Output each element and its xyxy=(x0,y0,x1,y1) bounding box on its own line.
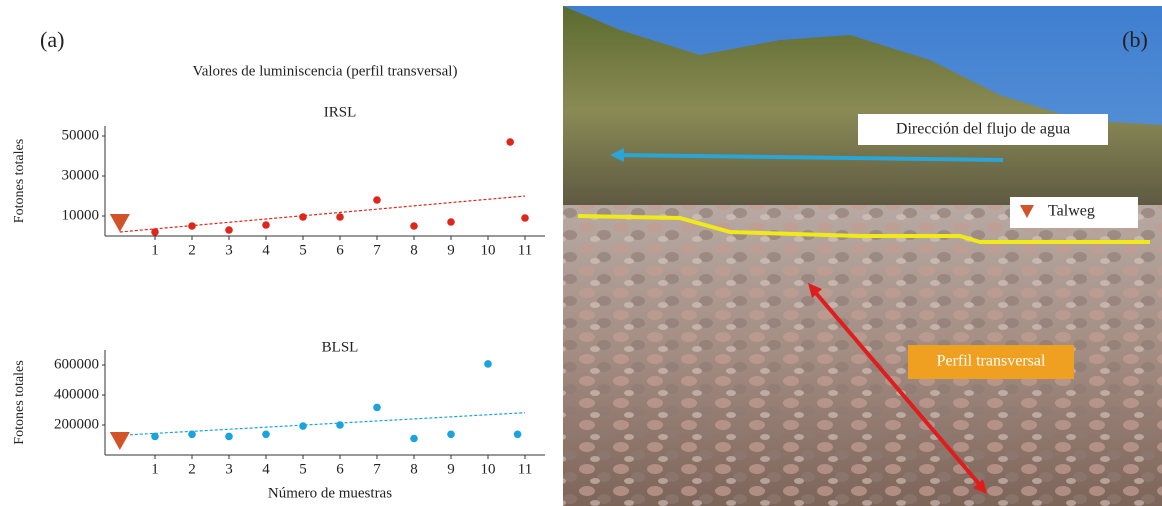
point xyxy=(299,422,307,430)
x-tick-label: 11 xyxy=(518,242,532,258)
x-tick-label: 6 xyxy=(336,461,344,477)
point xyxy=(336,421,344,429)
profile-label: Perfil transversal xyxy=(937,353,1046,370)
point xyxy=(521,214,529,222)
y-tick-label: 10000 xyxy=(62,207,100,223)
point xyxy=(262,221,270,229)
trendline xyxy=(120,196,525,232)
talweg-marker xyxy=(110,432,130,450)
x-tick-label: 5 xyxy=(299,461,307,477)
x-tick-label: 11 xyxy=(518,461,532,477)
x-tick-label: 7 xyxy=(373,461,381,477)
talweg-label: Talweg xyxy=(1048,203,1095,220)
x-tick-label: 1 xyxy=(151,461,159,477)
x-tick-label: 9 xyxy=(447,242,455,258)
point xyxy=(188,431,196,439)
point xyxy=(373,404,381,412)
point xyxy=(506,138,514,146)
point xyxy=(373,196,381,204)
y-axis-label: Fotones totales xyxy=(12,139,27,223)
point xyxy=(299,213,307,221)
photo: Dirección del flujo de agua Talweg Perfi… xyxy=(563,6,1162,506)
talweg-marker xyxy=(110,214,130,232)
point xyxy=(484,360,492,368)
x-tick-label: 2 xyxy=(188,242,196,258)
x-tick-label: 1 xyxy=(151,242,159,258)
panel-label: (b) xyxy=(1122,27,1148,52)
x-tick-label: 4 xyxy=(262,461,270,477)
y-tick-label: 50000 xyxy=(62,127,100,143)
point xyxy=(225,433,233,441)
figure: (a) Valores de luminiscencia (perfil tra… xyxy=(0,0,1162,506)
y-tick-label: 200000 xyxy=(54,416,99,432)
x-tick-label: 3 xyxy=(225,242,233,258)
point xyxy=(262,431,270,439)
x-tick-label: 8 xyxy=(410,461,418,477)
x-axis-label: Número de muestras xyxy=(268,485,392,501)
chart-title: BLSL xyxy=(322,339,359,355)
figure-title: Valores de luminiscencia (perfil transve… xyxy=(193,63,458,79)
point xyxy=(336,213,344,221)
x-tick-label: 10 xyxy=(481,461,496,477)
x-tick-label: 7 xyxy=(373,242,381,258)
point xyxy=(151,228,159,236)
x-tick-label: 3 xyxy=(225,461,233,477)
x-tick-label: 10 xyxy=(481,242,496,258)
x-tick-label: 8 xyxy=(410,242,418,258)
point xyxy=(447,218,455,226)
point xyxy=(410,222,418,230)
x-tick-label: 9 xyxy=(447,461,455,477)
point xyxy=(225,226,233,234)
point xyxy=(188,222,196,230)
y-tick-label: 600000 xyxy=(54,356,99,372)
y-axis-label: Fotones totales xyxy=(12,360,27,444)
x-tick-label: 6 xyxy=(336,242,344,258)
point xyxy=(151,433,159,441)
point xyxy=(514,431,522,439)
chart-title: IRSL xyxy=(324,104,357,120)
x-tick-label: 5 xyxy=(299,242,307,258)
point xyxy=(410,435,418,443)
x-tick-label: 4 xyxy=(262,242,270,258)
point xyxy=(447,431,455,439)
panel-label: (a) xyxy=(40,27,64,52)
trendline xyxy=(120,413,525,436)
y-tick-label: 30000 xyxy=(62,167,100,183)
flow-label: Dirección del flujo de agua xyxy=(896,121,1070,138)
y-tick-label: 400000 xyxy=(54,386,99,402)
x-tick-label: 2 xyxy=(188,461,196,477)
